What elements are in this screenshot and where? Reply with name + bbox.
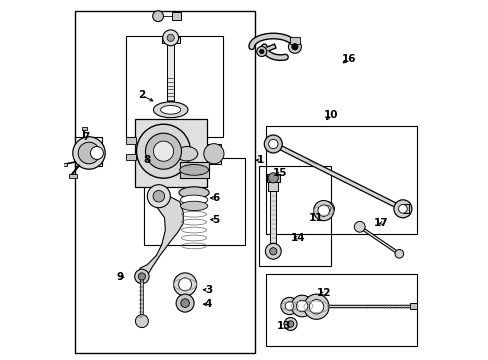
- Circle shape: [323, 205, 330, 212]
- Bar: [125, 137, 136, 144]
- Bar: [265, 126, 416, 234]
- Circle shape: [136, 124, 190, 178]
- Circle shape: [280, 297, 298, 315]
- Bar: [258, 166, 330, 266]
- Bar: [167, 43, 174, 101]
- Ellipse shape: [179, 165, 208, 175]
- Circle shape: [135, 315, 148, 328]
- Circle shape: [296, 300, 307, 312]
- Circle shape: [287, 321, 293, 327]
- Text: 10: 10: [323, 110, 338, 120]
- Text: 7: 7: [82, 132, 90, 142]
- Text: 1: 1: [257, 155, 264, 165]
- Text: 8: 8: [143, 155, 151, 165]
- Text: 14: 14: [290, 233, 305, 243]
- Circle shape: [153, 190, 164, 202]
- Bar: [140, 277, 143, 319]
- Text: 13: 13: [276, 321, 291, 331]
- Text: 2: 2: [138, 90, 145, 100]
- Bar: [265, 274, 416, 346]
- Ellipse shape: [176, 147, 197, 161]
- Text: 11: 11: [308, 213, 323, 223]
- Circle shape: [173, 273, 196, 296]
- Circle shape: [393, 200, 411, 218]
- Bar: [402, 204, 408, 213]
- Bar: [172, 12, 181, 20]
- Circle shape: [265, 243, 281, 259]
- Circle shape: [181, 299, 189, 307]
- Bar: [75, 11, 255, 353]
- Circle shape: [90, 147, 103, 159]
- Bar: [409, 303, 416, 309]
- Ellipse shape: [180, 201, 207, 211]
- Circle shape: [291, 295, 312, 317]
- Circle shape: [313, 201, 333, 221]
- Circle shape: [398, 204, 407, 213]
- Bar: [75, 137, 102, 166]
- Bar: [61, 163, 67, 166]
- Circle shape: [145, 133, 181, 169]
- Circle shape: [152, 11, 163, 22]
- Bar: [266, 174, 279, 182]
- Bar: [125, 36, 223, 137]
- Text: 6: 6: [212, 193, 219, 203]
- Circle shape: [176, 294, 194, 312]
- Ellipse shape: [179, 187, 209, 198]
- Circle shape: [284, 318, 296, 330]
- Circle shape: [153, 141, 173, 161]
- Circle shape: [178, 278, 191, 291]
- Circle shape: [269, 248, 276, 255]
- Text: 5: 5: [212, 215, 219, 225]
- Circle shape: [394, 249, 403, 258]
- Circle shape: [147, 185, 170, 208]
- Circle shape: [291, 44, 298, 50]
- Circle shape: [78, 142, 100, 164]
- Ellipse shape: [153, 102, 187, 118]
- Circle shape: [138, 273, 145, 280]
- Text: 3: 3: [204, 285, 212, 295]
- Circle shape: [163, 30, 178, 46]
- Ellipse shape: [160, 105, 181, 114]
- Text: 15: 15: [273, 168, 287, 178]
- Circle shape: [134, 269, 149, 284]
- Text: 12: 12: [316, 288, 330, 298]
- Ellipse shape: [180, 195, 207, 204]
- Bar: [270, 191, 276, 245]
- Circle shape: [285, 302, 293, 310]
- Bar: [69, 174, 77, 178]
- Circle shape: [288, 40, 301, 53]
- Bar: [81, 127, 87, 130]
- Bar: [179, 162, 208, 178]
- Circle shape: [203, 144, 224, 164]
- Bar: [268, 182, 278, 191]
- Polygon shape: [138, 194, 183, 277]
- Bar: [134, 119, 206, 187]
- Circle shape: [317, 205, 329, 216]
- Bar: [125, 154, 136, 160]
- Bar: [162, 37, 179, 43]
- Bar: [206, 144, 221, 164]
- Text: 17: 17: [373, 218, 388, 228]
- Circle shape: [264, 135, 282, 153]
- Bar: [289, 37, 300, 44]
- Text: 9: 9: [117, 272, 123, 282]
- Bar: [143, 158, 244, 245]
- Circle shape: [167, 34, 174, 41]
- Circle shape: [256, 46, 266, 57]
- Circle shape: [303, 294, 328, 319]
- Text: 16: 16: [341, 54, 355, 64]
- Circle shape: [354, 221, 365, 232]
- Circle shape: [309, 300, 323, 314]
- Circle shape: [268, 173, 278, 183]
- Circle shape: [73, 137, 105, 169]
- Circle shape: [268, 139, 277, 149]
- Text: 4: 4: [204, 299, 212, 309]
- Circle shape: [259, 49, 264, 54]
- Circle shape: [320, 202, 334, 216]
